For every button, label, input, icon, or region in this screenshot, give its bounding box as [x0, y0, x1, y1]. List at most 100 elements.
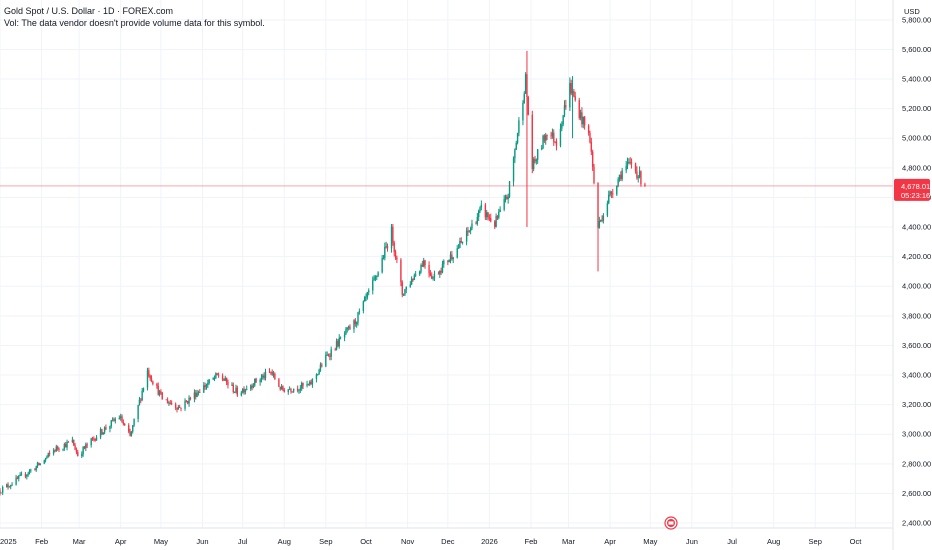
candle-body	[620, 174, 622, 180]
x-tick-label: Aug	[767, 537, 780, 546]
x-tick-label: Sep	[809, 537, 822, 546]
candle-body	[39, 463, 41, 466]
candle-body	[536, 149, 539, 160]
candle-body	[7, 484, 9, 487]
candle-body	[262, 375, 264, 378]
candle-body	[640, 171, 642, 185]
y-tick-label: 5,800.00	[902, 15, 931, 24]
candle-body	[418, 271, 421, 275]
candle-body	[188, 397, 190, 404]
x-tick-label: Jun	[686, 537, 698, 546]
candle-body	[148, 370, 150, 376]
currency-label[interactable]: USD	[904, 7, 920, 16]
candle-body	[138, 399, 141, 405]
x-tick-label: Dec	[441, 537, 455, 546]
candle-body	[526, 74, 528, 98]
candle-body	[44, 457, 47, 461]
time-axis[interactable]: 2025 Feb Mar Apr May Jun Jul Aug Sep Oct Nov Dec 202…	[0, 537, 862, 546]
symbol-title[interactable]: Gold Spot / U.S. Dollar · 1D · FOREX.com	[4, 6, 174, 16]
y-tick-label: 4,000.00	[902, 282, 931, 291]
candle-body	[579, 112, 582, 119]
candle-body	[400, 259, 402, 283]
candle-body	[461, 241, 464, 243]
candle-body	[207, 383, 209, 386]
candle-body	[82, 446, 84, 455]
candle-body	[62, 448, 64, 450]
candle-body	[606, 203, 609, 216]
candle-body	[514, 149, 516, 159]
candle-body	[241, 388, 244, 393]
candle-body	[11, 484, 13, 486]
candle-body	[404, 289, 406, 295]
candle-body	[54, 450, 56, 452]
x-tick-label: Jul	[238, 537, 248, 546]
candle-body	[608, 194, 610, 204]
candle-body	[101, 429, 103, 435]
candle-body	[66, 441, 68, 448]
candle-body	[396, 257, 398, 260]
price-axis[interactable]: 2,400.00 2,600.00 2,800.00 3,000.00 3,200.00…	[902, 15, 931, 527]
candle-body	[221, 375, 224, 380]
candle-body	[597, 183, 599, 228]
candle-body	[74, 445, 76, 450]
candle-body	[85, 444, 87, 449]
candle-body	[617, 179, 619, 186]
candle-body	[205, 385, 208, 387]
candle-body	[589, 132, 591, 143]
candle-body	[385, 246, 387, 247]
candle-body	[224, 377, 226, 381]
candle-body	[271, 371, 273, 375]
candle-body	[590, 142, 593, 152]
candle-body	[382, 257, 385, 259]
candle-body	[18, 476, 20, 479]
candle-body	[636, 171, 638, 178]
flag-icon[interactable]	[664, 516, 678, 530]
candle-body	[311, 378, 314, 385]
candle-body	[233, 391, 236, 393]
candle-body	[523, 93, 525, 103]
candle-body	[35, 466, 37, 470]
candle-body	[573, 90, 575, 97]
candle-body	[376, 275, 378, 277]
candle-body	[86, 444, 88, 446]
candle-body	[550, 135, 552, 137]
candle-body	[413, 275, 416, 280]
candle-body	[494, 221, 496, 227]
candle-body	[543, 135, 546, 141]
candle-body	[43, 460, 45, 464]
candle-body	[326, 354, 328, 356]
candle-body	[288, 389, 291, 391]
candle-body	[535, 159, 538, 162]
candle-body	[298, 389, 300, 391]
candle-body	[137, 404, 139, 419]
candle-body	[264, 371, 267, 379]
candle-body	[574, 96, 576, 101]
candle-body	[429, 273, 432, 276]
candle-body	[130, 431, 133, 436]
y-tick-label: 5,000.00	[902, 134, 931, 143]
candle-body	[364, 297, 366, 302]
candle-body	[260, 377, 263, 380]
candle-body	[105, 427, 107, 430]
candle-body	[460, 241, 462, 243]
x-tick-label: 2025	[0, 537, 17, 546]
candle-body	[133, 418, 135, 426]
candle-body	[384, 246, 386, 258]
candle-body	[215, 373, 217, 378]
candle-body	[6, 484, 8, 488]
candle-body	[612, 193, 614, 195]
candle-body	[534, 158, 536, 162]
y-tick-label: 2,400.00	[902, 519, 931, 528]
candle-body	[527, 97, 529, 115]
candle-body	[177, 406, 180, 410]
candle-body	[184, 400, 186, 409]
candle-body	[282, 386, 284, 390]
candle-body	[122, 422, 125, 425]
y-tick-label: 5,400.00	[902, 75, 931, 84]
candle-body	[368, 290, 370, 293]
candle-body	[373, 278, 375, 281]
x-tick-label: Aug	[278, 537, 291, 546]
candle-body	[197, 392, 200, 394]
candle-body	[357, 312, 359, 323]
